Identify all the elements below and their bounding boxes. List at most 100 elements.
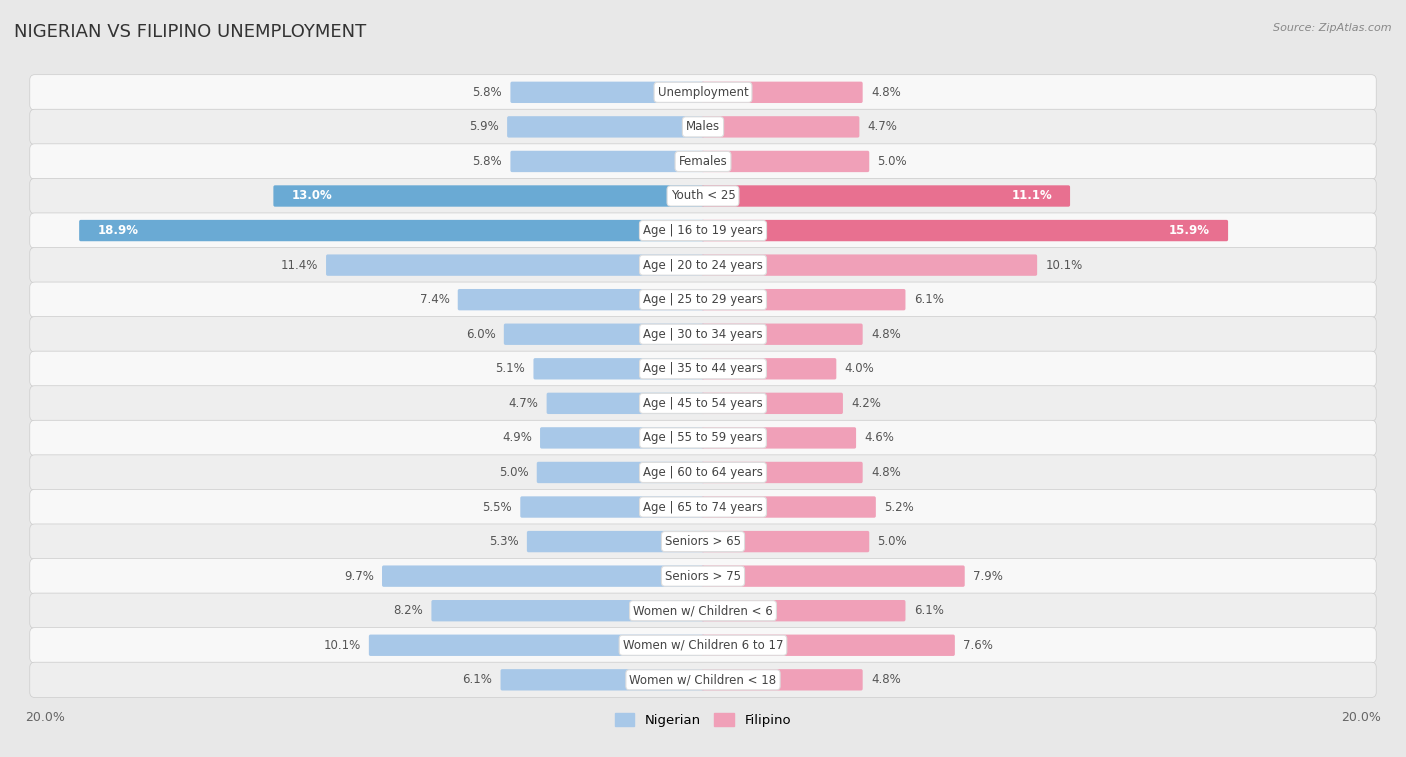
FancyBboxPatch shape (510, 151, 704, 172)
Text: Seniors > 75: Seniors > 75 (665, 570, 741, 583)
FancyBboxPatch shape (527, 531, 704, 553)
FancyBboxPatch shape (702, 669, 863, 690)
FancyBboxPatch shape (30, 386, 1376, 421)
FancyBboxPatch shape (702, 531, 869, 553)
Text: 6.1%: 6.1% (914, 604, 943, 617)
Text: Age | 20 to 24 years: Age | 20 to 24 years (643, 259, 763, 272)
FancyBboxPatch shape (30, 109, 1376, 145)
FancyBboxPatch shape (702, 600, 905, 621)
Text: 4.6%: 4.6% (865, 431, 894, 444)
FancyBboxPatch shape (368, 634, 704, 656)
FancyBboxPatch shape (30, 490, 1376, 525)
FancyBboxPatch shape (432, 600, 704, 621)
FancyBboxPatch shape (30, 248, 1376, 282)
Text: Age | 30 to 34 years: Age | 30 to 34 years (643, 328, 763, 341)
FancyBboxPatch shape (702, 462, 863, 483)
FancyBboxPatch shape (503, 323, 704, 345)
Text: 10.1%: 10.1% (323, 639, 360, 652)
Text: 13.0%: 13.0% (291, 189, 332, 202)
FancyBboxPatch shape (30, 144, 1376, 179)
FancyBboxPatch shape (30, 351, 1376, 386)
Text: 18.9%: 18.9% (97, 224, 138, 237)
Text: 4.8%: 4.8% (870, 86, 901, 99)
Text: Unemployment: Unemployment (658, 86, 748, 99)
FancyBboxPatch shape (30, 75, 1376, 110)
FancyBboxPatch shape (501, 669, 704, 690)
Text: Age | 60 to 64 years: Age | 60 to 64 years (643, 466, 763, 479)
Text: 6.1%: 6.1% (914, 293, 943, 306)
Text: 4.0%: 4.0% (845, 363, 875, 375)
Text: 5.0%: 5.0% (877, 155, 907, 168)
Text: Age | 65 to 74 years: Age | 65 to 74 years (643, 500, 763, 513)
FancyBboxPatch shape (30, 316, 1376, 352)
Text: 5.8%: 5.8% (472, 155, 502, 168)
Text: 4.7%: 4.7% (868, 120, 897, 133)
FancyBboxPatch shape (702, 82, 863, 103)
FancyBboxPatch shape (30, 524, 1376, 559)
Text: Age | 55 to 59 years: Age | 55 to 59 years (643, 431, 763, 444)
FancyBboxPatch shape (702, 358, 837, 379)
Text: Males: Males (686, 120, 720, 133)
Text: 5.3%: 5.3% (489, 535, 519, 548)
FancyBboxPatch shape (537, 462, 704, 483)
Text: Age | 25 to 29 years: Age | 25 to 29 years (643, 293, 763, 306)
FancyBboxPatch shape (702, 393, 844, 414)
FancyBboxPatch shape (30, 593, 1376, 628)
Text: 5.0%: 5.0% (499, 466, 529, 479)
FancyBboxPatch shape (702, 116, 859, 138)
Text: 7.4%: 7.4% (419, 293, 450, 306)
FancyBboxPatch shape (30, 179, 1376, 213)
Text: 8.2%: 8.2% (394, 604, 423, 617)
FancyBboxPatch shape (30, 559, 1376, 593)
Text: 4.9%: 4.9% (502, 431, 531, 444)
FancyBboxPatch shape (702, 151, 869, 172)
FancyBboxPatch shape (702, 254, 1038, 276)
Text: 9.7%: 9.7% (344, 570, 374, 583)
FancyBboxPatch shape (702, 185, 1070, 207)
Text: 5.8%: 5.8% (472, 86, 502, 99)
FancyBboxPatch shape (540, 427, 704, 449)
Text: Age | 16 to 19 years: Age | 16 to 19 years (643, 224, 763, 237)
FancyBboxPatch shape (30, 420, 1376, 456)
Text: 10.1%: 10.1% (1046, 259, 1083, 272)
FancyBboxPatch shape (702, 427, 856, 449)
FancyBboxPatch shape (79, 220, 704, 241)
FancyBboxPatch shape (458, 289, 704, 310)
Text: 6.1%: 6.1% (463, 673, 492, 687)
Text: 15.9%: 15.9% (1168, 224, 1211, 237)
Text: 11.1%: 11.1% (1011, 189, 1052, 202)
FancyBboxPatch shape (702, 497, 876, 518)
Text: NIGERIAN VS FILIPINO UNEMPLOYMENT: NIGERIAN VS FILIPINO UNEMPLOYMENT (14, 23, 367, 41)
FancyBboxPatch shape (273, 185, 704, 207)
FancyBboxPatch shape (520, 497, 704, 518)
Text: 4.2%: 4.2% (851, 397, 882, 410)
Text: 4.7%: 4.7% (509, 397, 538, 410)
FancyBboxPatch shape (702, 634, 955, 656)
FancyBboxPatch shape (702, 289, 905, 310)
FancyBboxPatch shape (702, 323, 863, 345)
Text: Youth < 25: Youth < 25 (671, 189, 735, 202)
Text: Age | 35 to 44 years: Age | 35 to 44 years (643, 363, 763, 375)
FancyBboxPatch shape (326, 254, 704, 276)
Text: Seniors > 65: Seniors > 65 (665, 535, 741, 548)
FancyBboxPatch shape (30, 455, 1376, 490)
Text: 6.0%: 6.0% (465, 328, 495, 341)
Text: Females: Females (679, 155, 727, 168)
Text: 7.9%: 7.9% (973, 570, 1002, 583)
FancyBboxPatch shape (382, 565, 704, 587)
Text: Women w/ Children < 18: Women w/ Children < 18 (630, 673, 776, 687)
Text: 7.6%: 7.6% (963, 639, 993, 652)
Text: 11.4%: 11.4% (280, 259, 318, 272)
FancyBboxPatch shape (547, 393, 704, 414)
Text: 5.2%: 5.2% (884, 500, 914, 513)
FancyBboxPatch shape (30, 662, 1376, 697)
Text: Women w/ Children 6 to 17: Women w/ Children 6 to 17 (623, 639, 783, 652)
Text: 4.8%: 4.8% (870, 673, 901, 687)
FancyBboxPatch shape (510, 82, 704, 103)
Text: 4.8%: 4.8% (870, 466, 901, 479)
Text: 4.8%: 4.8% (870, 328, 901, 341)
FancyBboxPatch shape (30, 628, 1376, 663)
Text: 5.9%: 5.9% (470, 120, 499, 133)
Text: 5.0%: 5.0% (877, 535, 907, 548)
Text: Women w/ Children < 6: Women w/ Children < 6 (633, 604, 773, 617)
